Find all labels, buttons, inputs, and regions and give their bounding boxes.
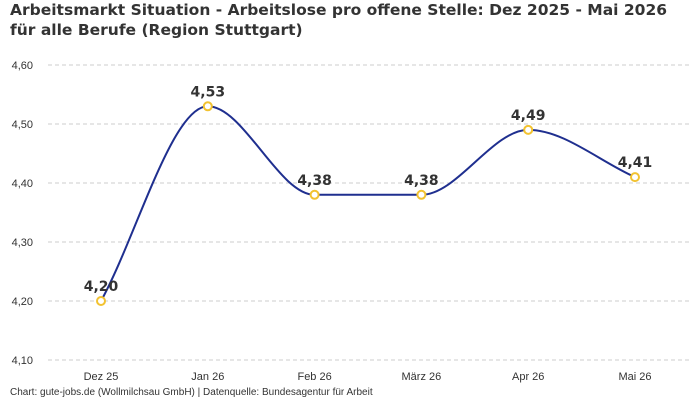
x-axis-ticks: Dez 25 Jan 26 Feb 26 März 26 Apr 26 Mai 26	[84, 371, 652, 383]
y-tick-label: 4,20	[12, 296, 33, 308]
data-label: 4,49	[511, 108, 546, 124]
data-label: 4,53	[191, 84, 226, 100]
data-points	[96, 101, 640, 306]
data-point	[523, 124, 534, 135]
x-tick-label: März 26	[402, 371, 442, 383]
y-tick-label: 4,30	[12, 237, 33, 249]
y-tick-label: 4,50	[12, 119, 33, 131]
x-tick-label: Dez 25	[84, 371, 119, 383]
y-tick-label: 4,10	[12, 355, 33, 367]
data-point	[309, 189, 320, 200]
data-label: 4,41	[618, 155, 653, 171]
x-tick-label: Apr 26	[512, 371, 544, 383]
gridlines	[48, 64, 690, 361]
data-point	[416, 189, 427, 200]
data-point	[630, 172, 640, 183]
data-label: 4,38	[404, 173, 439, 189]
data-point	[96, 296, 106, 306]
data-point	[202, 101, 213, 112]
x-tick-label: Mai 26	[618, 371, 651, 383]
series-line	[100, 105, 636, 302]
x-tick-label: Feb 26	[297, 371, 331, 383]
chart-title: Arbeitsmarkt Situation - Arbeitslose pro…	[10, 1, 668, 39]
source-footer: Chart: gute-jobs.de (Wollmilchsau GmbH) …	[10, 387, 373, 398]
data-label: 4,38	[297, 173, 332, 189]
data-label: 4,20	[84, 279, 119, 295]
y-tick-label: 4,60	[12, 60, 33, 72]
x-tick-label: Jan 26	[191, 371, 224, 383]
y-axis-ticks: 4,10 4,20 4,30 4,40 4,50 4,60	[12, 60, 33, 367]
data-labels: 4,20 4,53 4,38 4,38 4,49 4,41	[84, 84, 653, 295]
y-tick-label: 4,40	[12, 178, 33, 190]
